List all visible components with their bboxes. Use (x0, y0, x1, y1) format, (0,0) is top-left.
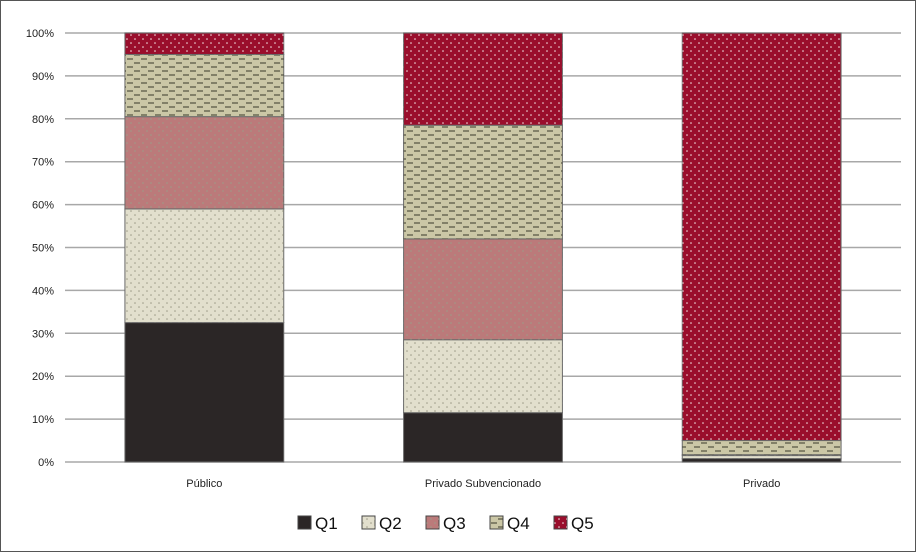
legend: Q1 Q2 Q3 Q4 Q5 (298, 514, 594, 533)
legend-label: Q5 (571, 514, 594, 533)
bar-segment-texture (125, 117, 284, 209)
bar-segment-q1 (125, 323, 284, 462)
legend-swatch-texture (490, 516, 503, 529)
bar-segment-texture (404, 239, 563, 340)
legend-label: Q2 (379, 514, 402, 533)
y-axis-tick-labels: 0% 10% 20% 30% 40% 50% 60% 70% 80% 90% 100% (26, 28, 54, 469)
x-axis-category-labels: Público Privado Subvencionado Privado (186, 478, 780, 490)
bar-segment-texture (125, 33, 284, 54)
y-tick-label: 80% (32, 114, 54, 126)
y-tick-label: 90% (32, 71, 54, 83)
bar-segment-texture (404, 340, 563, 413)
y-tick-label: 20% (32, 371, 54, 383)
legend-label: Q3 (443, 514, 466, 533)
bar-segment-texture (125, 54, 284, 116)
y-tick-label: 100% (26, 28, 54, 40)
legend-label: Q4 (507, 514, 530, 533)
bar-segment-texture (404, 33, 563, 125)
legend-swatch-q1 (298, 516, 311, 529)
legend-swatch-texture (426, 516, 439, 529)
y-tick-label: 30% (32, 328, 54, 340)
y-tick-label: 50% (32, 243, 54, 255)
bar-segment-q1 (404, 413, 563, 462)
legend-swatch-texture (554, 516, 567, 529)
y-tick-label: 10% (32, 414, 54, 426)
legend-label: Q1 (315, 514, 338, 533)
bar-segment-texture (682, 441, 841, 455)
x-category-label: Privado (743, 478, 780, 490)
bar-segment-texture (404, 125, 563, 239)
bar-segment-texture (125, 209, 284, 323)
x-category-label: Público (186, 478, 222, 490)
legend-swatch-texture (362, 516, 375, 529)
bar-segment-texture (682, 33, 841, 441)
x-category-label: Privado Subvencionado (425, 478, 541, 490)
bars (125, 33, 841, 462)
y-tick-label: 0% (38, 457, 54, 469)
bar-segment-q1 (682, 459, 841, 462)
y-tick-label: 60% (32, 200, 54, 212)
y-tick-label: 40% (32, 285, 54, 297)
y-tick-label: 70% (32, 157, 54, 169)
